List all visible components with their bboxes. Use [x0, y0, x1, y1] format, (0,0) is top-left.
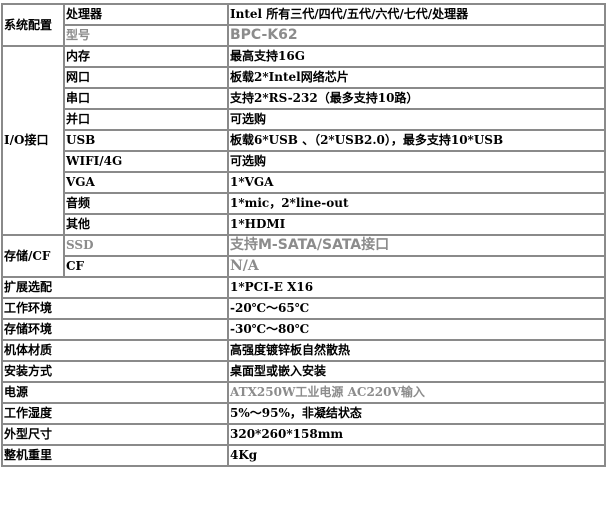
table-row: WIFI/4G 可选购 [2, 150, 606, 173]
spec-value: 1*PCI-E X16 [227, 276, 606, 299]
spec-label: 处理器 [63, 3, 229, 26]
spec-value: N/A [227, 255, 606, 278]
spec-value: 可选购 [227, 150, 606, 173]
table-row: 串口 支持2*RS-232（最多支持10路） [2, 87, 606, 110]
spec-table: 系统配置 处理器 Intel 所有三代/四代/五代/六代/七代/处理器 型号 B… [1, 3, 606, 467]
table-row: VGA 1*VGA [2, 171, 606, 194]
spec-label: 扩展选配 [1, 276, 229, 299]
spec-value: Intel 所有三代/四代/五代/六代/七代/处理器 [227, 3, 606, 26]
spec-label: 其他 [63, 213, 229, 236]
table-row: 网口 板载2*Intel网络芯片 [2, 66, 606, 89]
spec-label: 网口 [63, 66, 229, 89]
table-row: 系统配置 处理器 Intel 所有三代/四代/五代/六代/七代/处理器 [1, 3, 606, 47]
table-row: 机体材质 高强度镀锌板自然散热 [1, 339, 606, 362]
table-row: 外型尺寸 320*260*158mm [1, 423, 606, 446]
table-row: 整机重里 4Kg [1, 444, 606, 467]
spec-label: 机体材质 [1, 339, 229, 362]
spec-label: 型号 [63, 24, 229, 47]
spec-value: -20℃～65℃ [227, 297, 606, 320]
table-row: 工作湿度 5%～95%，非凝结状态 [1, 402, 606, 425]
group-io: I/O接口 [1, 45, 65, 236]
spec-value: 1*mic，2*line-out [227, 192, 606, 215]
spec-value: 板载6*USB 、（2*USB2.0），最多支持10*USB [227, 129, 606, 152]
spec-label: CF [63, 255, 229, 278]
spec-label: SSD [63, 234, 229, 257]
table-row: 存储环境 -30℃～80℃ [1, 318, 606, 341]
spec-label: 工作湿度 [1, 402, 229, 425]
spec-label: 整机重里 [1, 444, 229, 467]
table-row: 音频 1*mic，2*line-out [2, 192, 606, 215]
table-row: I/O接口 内存 最高支持16G [1, 45, 606, 236]
spec-label: 工作环境 [1, 297, 229, 320]
group-system: 系统配置 [1, 3, 65, 47]
table-row: 其他 1*HDMI [2, 213, 606, 236]
spec-label: 安装方式 [1, 360, 229, 383]
spec-label: 音频 [63, 192, 229, 215]
table-row: 存储/CF SSD 支持M-SATA/SATA接口 [1, 234, 606, 278]
spec-value: 支持M-SATA/SATA接口 [227, 234, 606, 257]
spec-value: 板载2*Intel网络芯片 [227, 66, 606, 89]
table-row: 电源 ATX250W工业电源 AC220V输入 [1, 381, 606, 404]
spec-label: VGA [63, 171, 229, 194]
spec-value: 高强度镀锌板自然散热 [227, 339, 606, 362]
spec-value: 最高支持16G [227, 45, 606, 68]
table-row: 型号 BPC-K62 [2, 24, 606, 47]
spec-value: BPC-K62 [227, 24, 606, 47]
spec-value: 可选购 [227, 108, 606, 131]
spec-value: 桌面型或嵌入安装 [227, 360, 606, 383]
spec-value: 5%～95%，非凝结状态 [227, 402, 606, 425]
spec-value: 1*VGA [227, 171, 606, 194]
spec-label: 串口 [63, 87, 229, 110]
spec-value: ATX250W工业电源 AC220V输入 [227, 381, 606, 404]
spec-label: WIFI/4G [63, 150, 229, 173]
table-row: 扩展选配 1*PCI-E X16 [1, 276, 606, 299]
table-row: CF N/A [2, 255, 606, 278]
spec-value: 4Kg [227, 444, 606, 467]
table-row: 安装方式 桌面型或嵌入安装 [1, 360, 606, 383]
spec-label: 内存 [63, 45, 229, 68]
table-row: USB 板载6*USB 、（2*USB2.0），最多支持10*USB [2, 129, 606, 152]
table-row: 工作环境 -20℃～65℃ [1, 297, 606, 320]
spec-value: 1*HDMI [227, 213, 606, 236]
spec-value: 320*260*158mm [227, 423, 606, 446]
group-storage: 存储/CF [1, 234, 65, 278]
spec-label: USB [63, 129, 229, 152]
spec-label: 外型尺寸 [1, 423, 229, 446]
spec-label: 存储环境 [1, 318, 229, 341]
table-row: 并口 可选购 [2, 108, 606, 131]
spec-label: 电源 [1, 381, 229, 404]
spec-label: 并口 [63, 108, 229, 131]
spec-value: -30℃～80℃ [227, 318, 606, 341]
spec-value: 支持2*RS-232（最多支持10路） [227, 87, 606, 110]
